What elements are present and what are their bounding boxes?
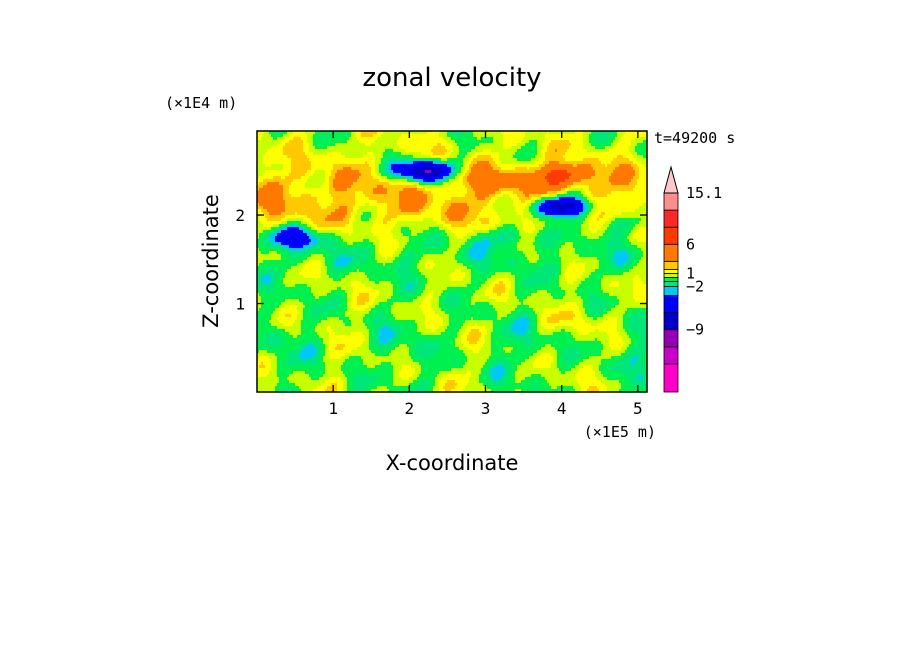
time-label: t=49200 s	[654, 129, 735, 147]
chart-title: zonal velocity	[362, 63, 541, 93]
y-unit-label: (×1E4 m)	[165, 94, 237, 112]
velocity-field	[257, 131, 648, 393]
